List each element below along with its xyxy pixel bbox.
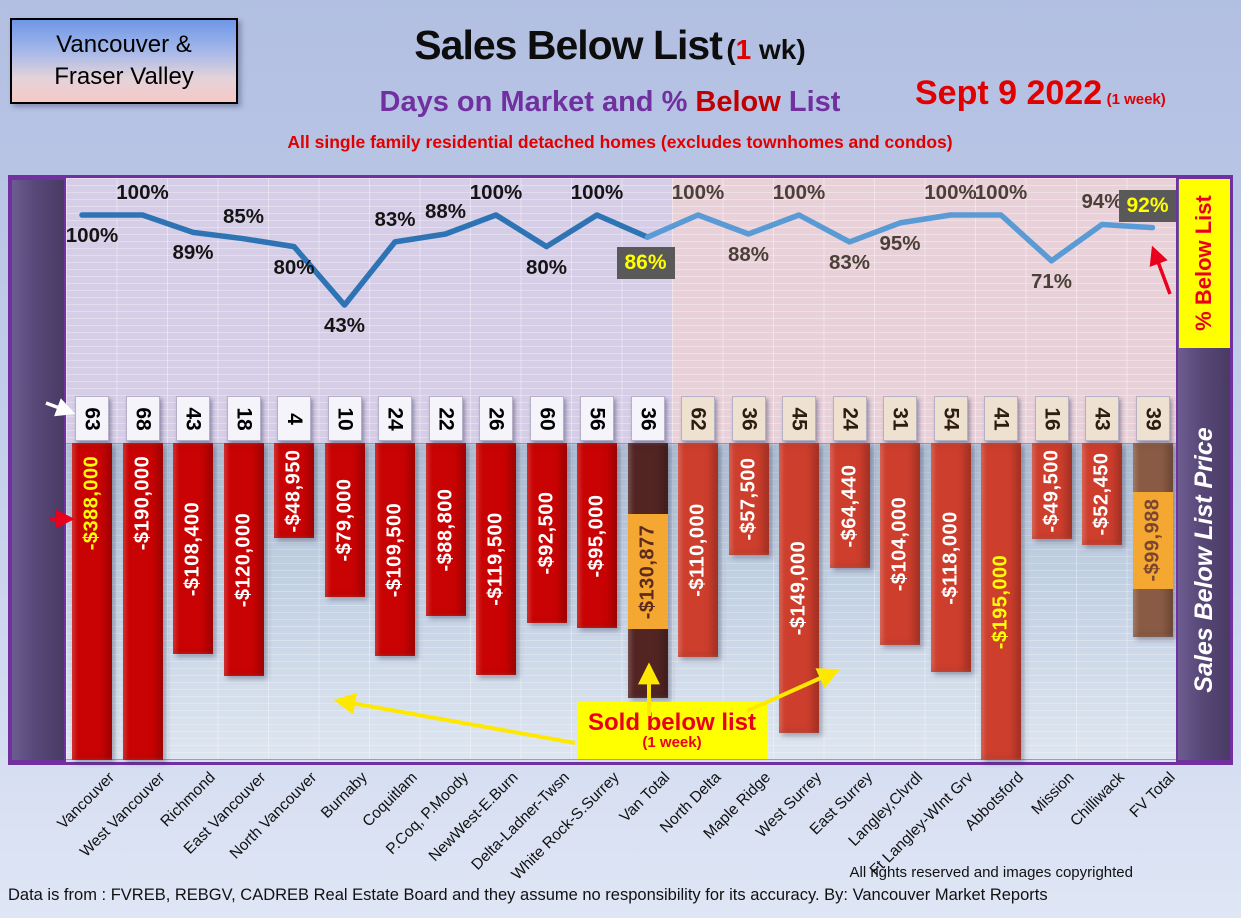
pct-label: 95% <box>879 231 921 255</box>
dollar-below-list-bar: -$119,500 <box>476 443 516 675</box>
dollar-below-list-bar: -$48,950 <box>274 443 314 538</box>
dollar-below-list-bar: -$57,500 <box>728 443 769 555</box>
days-on-market-box: 24 <box>378 396 412 441</box>
region-line1: Vancouver & <box>56 30 192 58</box>
days-on-market-box: 16 <box>1034 396 1069 441</box>
line-plot-bg-vancouver <box>66 178 672 443</box>
report-date: Sept 9 2022 (1 week) <box>915 74 1166 112</box>
days-on-market-box: 45 <box>782 396 816 441</box>
dollar-below-list-bar: -$110,000 <box>678 443 718 657</box>
rights-note: All rights reserved and images copyright… <box>849 864 1133 881</box>
days-on-market-box: 4 <box>277 396 311 441</box>
days-on-market-box: 43 <box>176 396 210 441</box>
dollar-below-list-bar: -$64,440 <box>829 443 870 568</box>
pct-label: 100% <box>924 181 977 204</box>
pct-label: 80% <box>525 255 568 279</box>
source-note: Data is from : FVREB, REBGV, CADREB Real… <box>8 886 1048 904</box>
days-on-market-box: 43 <box>1085 396 1119 441</box>
dollar-below-list-bar: -$49,500 <box>1031 443 1072 539</box>
days-on-market-box: 18 <box>226 396 261 441</box>
dollar-below-list-bar: -$109,500 <box>375 443 415 656</box>
pct-label-boxed: 86% <box>616 247 675 280</box>
region-box: Vancouver & Fraser Valley <box>10 18 238 104</box>
days-axis-arrow-icon <box>45 398 76 417</box>
callout-line2: (1 week) <box>642 734 702 752</box>
dollar-below-list-bar: -$118,000 <box>930 443 971 672</box>
days-on-market-box: 22 <box>428 396 463 441</box>
dollar-below-list-bar: -$120,000 <box>223 443 264 676</box>
days-on-market-box: 31 <box>883 396 917 441</box>
dollar-below-list-bar: -$92,500 <box>526 443 567 623</box>
pct-label: 71% <box>1030 269 1073 293</box>
title-paren: (1 wk) <box>726 34 806 65</box>
tagline: All single family residential detached h… <box>287 132 953 152</box>
callout-arrow-left-icon <box>333 692 576 745</box>
pct-label: 43% <box>323 314 366 338</box>
days-on-market-box: 68 <box>125 396 160 441</box>
callout-line1: Sold below list <box>587 709 756 737</box>
dollar-below-list-bar: -$52,450 <box>1082 443 1122 545</box>
days-on-market-box: 62 <box>681 396 715 441</box>
pct-label: 100% <box>65 224 119 247</box>
total-bar-highlight-segment: -$130,877 <box>627 514 668 630</box>
dollar-below-list-bar: -$99,988 <box>1132 443 1173 637</box>
pct-line-vancouver <box>79 212 651 308</box>
dollar-below-list-bar: -$108,400 <box>173 443 213 654</box>
pct-label: 100% <box>772 181 826 204</box>
dollar-below-list-bar: -$190,000 <box>122 443 163 760</box>
days-on-market-box: 26 <box>479 396 513 441</box>
days-on-market-box: 39 <box>1135 396 1170 441</box>
pct-band-arrow-icon <box>1149 245 1172 295</box>
pct-label: 88% <box>727 242 770 266</box>
days-on-market-box: 56 <box>580 396 614 441</box>
pct-label: 100% <box>974 181 1028 204</box>
pct-label-boxed: 92% <box>1118 189 1177 222</box>
title-main: Sales Below List <box>414 22 723 68</box>
pct-label: 85% <box>222 204 265 228</box>
dollar-below-list-bar: -$88,800 <box>425 443 466 616</box>
dollar-below-list-bar: -$104,000 <box>880 443 920 645</box>
dollar-below-list-bar: -$149,000 <box>779 443 819 733</box>
pct-label: 83% <box>828 250 871 274</box>
pct-label: 88% <box>424 199 467 223</box>
pct-label: 94% <box>1081 190 1123 214</box>
days-on-market-box: 10 <box>327 396 362 441</box>
days-on-market-box: 63 <box>75 396 109 441</box>
days-on-market-box: 60 <box>529 396 564 441</box>
pct-label: 100% <box>671 181 725 204</box>
pct-line-fraservalley <box>644 212 1156 264</box>
days-on-market-box: 36 <box>630 396 665 441</box>
days-on-market-box: 54 <box>933 396 968 441</box>
dollar-below-list-bar: -$79,000 <box>324 443 365 597</box>
region-line2: Fraser Valley <box>54 63 194 90</box>
dollar-below-list-bar: -$388,000 <box>72 443 112 760</box>
callout-arrow-diagonal-icon <box>746 668 841 713</box>
days-on-market-box: 24 <box>832 396 867 441</box>
dollar-below-list-bar: -$95,000 <box>577 443 617 628</box>
total-bar-highlight-segment: -$99,988 <box>1132 491 1173 589</box>
sold-below-list-callout: Sold below list (1 week) <box>577 702 767 759</box>
page-title: Sales Below List (1 wk) <box>310 22 910 69</box>
days-on-market-box: 41 <box>984 396 1018 441</box>
pct-label: 89% <box>172 241 214 265</box>
pct-label: 100% <box>469 181 523 204</box>
pct-label: 100% <box>116 181 169 204</box>
dollar-below-list-bar: -$195,000 <box>981 443 1021 760</box>
pct-label: 100% <box>570 181 624 204</box>
subtitle: Days on Market and % Below List <box>379 86 841 118</box>
left-axis-bar <box>10 178 66 762</box>
pct-label: 83% <box>374 207 416 231</box>
dollar-below-list-bar: -$130,877 <box>627 443 668 698</box>
days-on-market-box: 36 <box>731 396 766 441</box>
pct-below-list-band <box>1179 179 1230 348</box>
pct-label: 80% <box>273 255 315 279</box>
